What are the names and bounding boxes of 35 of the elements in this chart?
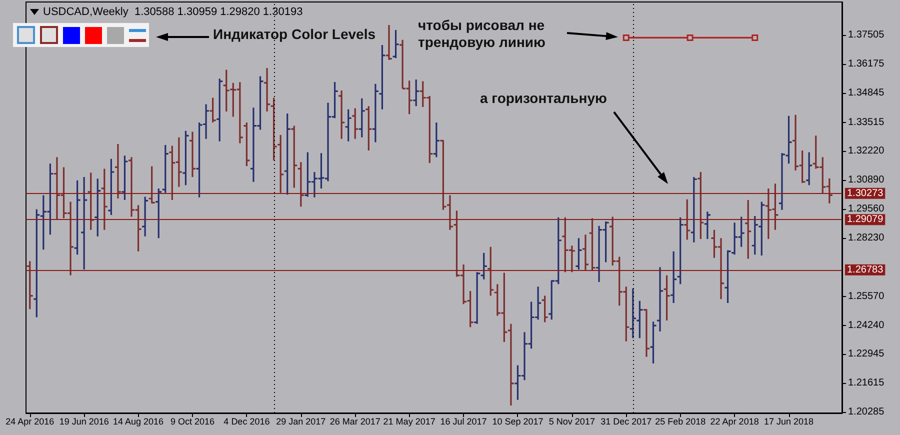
x-tick-label: 21 May 2017 bbox=[383, 416, 436, 426]
y-tick-label: 1.22945 bbox=[848, 348, 885, 360]
y-tick-label: 1.24240 bbox=[848, 320, 885, 332]
x-tick-label: 5 Nov 2017 bbox=[548, 416, 595, 426]
x-tick-label: 29 Jan 2017 bbox=[276, 416, 326, 426]
ref-line-label: 1.30273 bbox=[847, 188, 884, 199]
x-tick-label: 31 Dec 2017 bbox=[600, 416, 652, 426]
y-tick-label: 1.37505 bbox=[848, 29, 885, 40]
annotation: чтобы рисовал не трендовую линию bbox=[418, 17, 546, 51]
x-tick-label: 16 Jul 2017 bbox=[440, 416, 487, 426]
annotation: Индикатор Color Levels bbox=[213, 26, 376, 43]
x-tick-label: 24 Apr 2016 bbox=[6, 416, 54, 426]
ref-line-label: 1.26783 bbox=[847, 264, 884, 276]
ref-line-label: 1.29079 bbox=[847, 214, 884, 226]
y-tick-label: 1.33515 bbox=[848, 116, 885, 128]
x-tick-label: 22 Apr 2018 bbox=[710, 416, 759, 426]
chart-title: USDCAD,Weekly 1.30588 1.30959 1.29820 1.30193 bbox=[43, 6, 303, 18]
y-tick-label: 1.30890 bbox=[848, 174, 885, 186]
y-tick-label: 1.32220 bbox=[848, 145, 885, 156]
x-tick-label: 26 Mar 2017 bbox=[330, 416, 380, 426]
x-tick-label: 19 Jun 2016 bbox=[59, 416, 109, 426]
y-tick-label: 1.20285 bbox=[848, 406, 885, 418]
x-tick-label: 17 Jun 2018 bbox=[764, 416, 814, 426]
x-tick-label: 25 Feb 2018 bbox=[655, 416, 706, 426]
y-tick-label: 1.36175 bbox=[848, 58, 885, 70]
y-tick-label: 1.28230 bbox=[848, 232, 885, 244]
x-tick-label: 4 Dec 2016 bbox=[224, 416, 270, 426]
y-tick-label: 1.34845 bbox=[848, 88, 885, 99]
x-tick-label: 9 Oct 2016 bbox=[170, 416, 215, 426]
y-tick-label: 1.25570 bbox=[848, 290, 885, 302]
y-tick-label: 1.29560 bbox=[848, 204, 885, 215]
x-tick-label: 14 Aug 2016 bbox=[113, 416, 164, 426]
y-tick-label: 1.21615 bbox=[848, 378, 885, 389]
annotation: а горизонтальную bbox=[480, 90, 608, 107]
x-tick-label: 10 Sep 2017 bbox=[492, 416, 544, 426]
